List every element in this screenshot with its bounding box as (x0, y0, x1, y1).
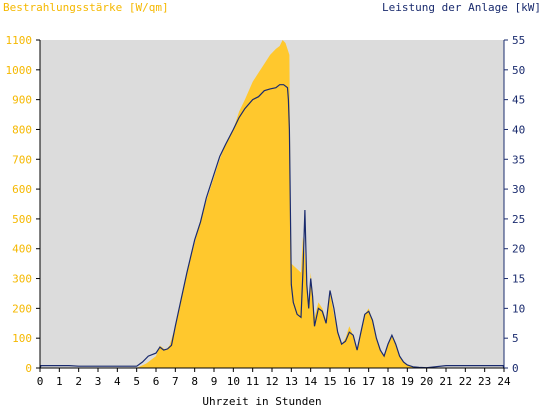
x-tick-label: 11 (246, 375, 259, 388)
y-left-tick-label: 800 (12, 123, 32, 136)
y-left-tick-label: 300 (12, 273, 32, 286)
x-tick-label: 13 (285, 375, 298, 388)
x-tick-label: 6 (153, 375, 160, 388)
y-left-tick-label: 0 (25, 362, 32, 375)
x-tick-label: 10 (227, 375, 240, 388)
y-right-tick-label: 25 (512, 213, 525, 226)
y-left-tick-label: 1000 (6, 64, 33, 77)
y-left-tick-label: 700 (12, 153, 32, 166)
y-right-tick-label: 55 (512, 34, 525, 47)
x-tick-label: 24 (497, 375, 511, 388)
x-tick-label: 14 (304, 375, 318, 388)
y-left-tick-label: 900 (12, 94, 32, 107)
ticks-group: 0100200300400500600700800900100011000510… (6, 34, 526, 388)
irradiance-area (40, 40, 504, 368)
y-left-tick-label: 400 (12, 243, 32, 256)
x-tick-label: 8 (191, 375, 198, 388)
y-left-tick-label: 600 (12, 183, 32, 196)
y-right-tick-label: 20 (512, 243, 525, 256)
y-right-tick-label: 10 (512, 302, 525, 315)
y-right-tick-label: 15 (512, 273, 525, 286)
y-right-tick-label: 50 (512, 64, 525, 77)
x-tick-label: 9 (211, 375, 218, 388)
x-tick-label: 0 (37, 375, 44, 388)
y-right-tick-label: 0 (512, 362, 519, 375)
x-tick-label: 21 (439, 375, 452, 388)
y-right-tick-label: 45 (512, 94, 525, 107)
power-line (39, 84, 505, 369)
x-tick-label: 5 (133, 375, 140, 388)
x-tick-label: 4 (114, 375, 121, 388)
y-left-tick-label: 1100 (6, 34, 33, 47)
x-tick-label: 22 (459, 375, 472, 388)
irradiance-area-group (40, 40, 504, 368)
y-right-tick-label: 5 (512, 332, 519, 345)
x-tick-label: 12 (265, 375, 278, 388)
right-axis-title: Leistung der Anlage [kW] (382, 1, 541, 14)
x-tick-label: 2 (75, 375, 82, 388)
y-right-tick-label: 30 (512, 183, 525, 196)
x-tick-label: 16 (343, 375, 356, 388)
x-axis-title: Uhrzeit in Stunden (202, 395, 321, 408)
x-tick-label: 1 (56, 375, 63, 388)
x-tick-label: 3 (95, 375, 102, 388)
y-left-tick-label: 500 (12, 213, 32, 226)
y-left-tick-label: 100 (12, 332, 32, 345)
x-tick-label: 18 (381, 375, 394, 388)
x-tick-label: 20 (420, 375, 433, 388)
y-left-tick-label: 200 (12, 302, 32, 315)
x-tick-label: 17 (362, 375, 375, 388)
x-tick-label: 23 (478, 375, 491, 388)
y-right-tick-label: 35 (512, 153, 525, 166)
power-line-group (39, 84, 505, 369)
y-right-tick-label: 40 (512, 123, 525, 136)
left-axis-title: Bestrahlungsstärke [W/qm] (3, 1, 169, 14)
x-tick-label: 15 (323, 375, 336, 388)
x-tick-label: 19 (401, 375, 414, 388)
x-tick-label: 7 (172, 375, 179, 388)
